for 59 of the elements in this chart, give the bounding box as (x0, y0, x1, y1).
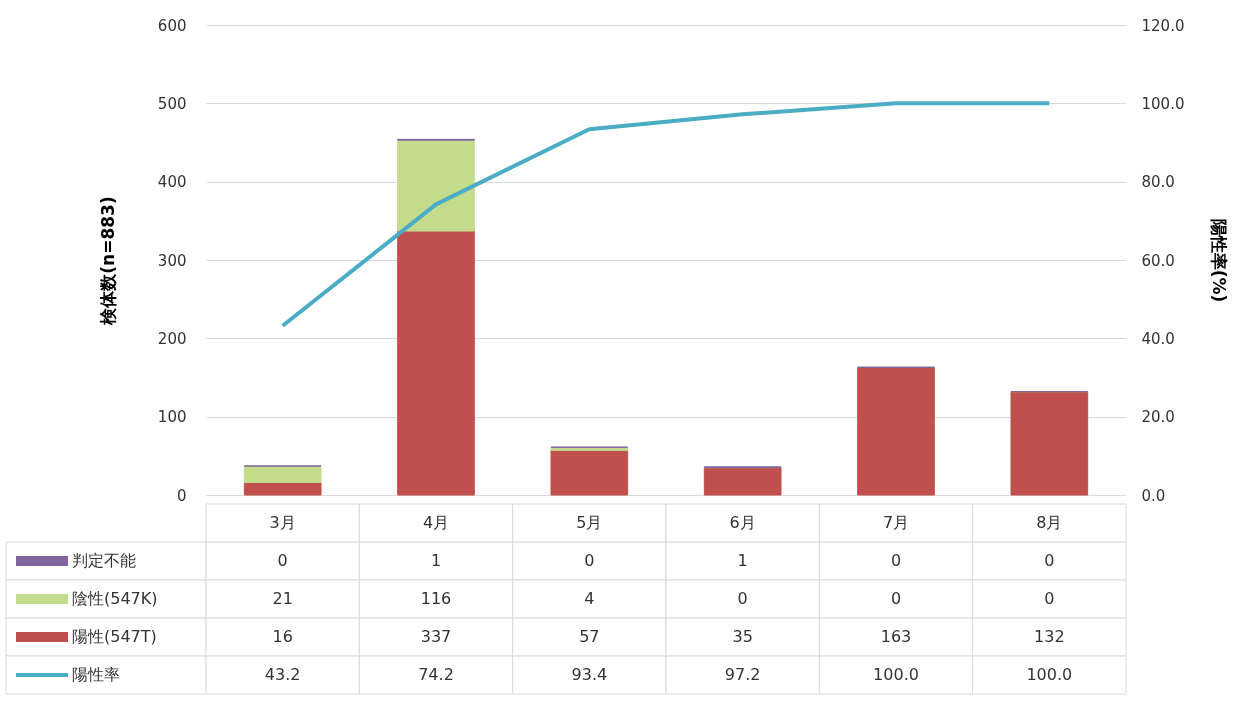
data-label: 0 (890, 589, 902, 608)
y2-tick-label: 100.0 (1141, 94, 1185, 113)
data-label: 0 (737, 589, 748, 608)
data-label: 43.2 (264, 665, 301, 684)
data-label: 97.2 (724, 665, 761, 684)
data-label: 0 (890, 551, 902, 570)
x-tick-label: 6月 (729, 513, 756, 532)
x-tick-label: 7月 (882, 513, 910, 532)
y2-tick-label: 20.0 (1141, 408, 1175, 427)
data-label: 0 (584, 551, 595, 570)
x-tick-label: 4月 (422, 513, 450, 532)
data-label: 132 (1034, 627, 1065, 646)
y-tick-label: 600 (157, 16, 187, 35)
data-label: 116 (420, 589, 452, 608)
y-tick-label: 0 (176, 486, 187, 505)
data-label: 74.2 (418, 665, 454, 684)
y-tick-label: 200 (157, 329, 187, 348)
y2-tick-label: 60.0 (1141, 251, 1175, 270)
data-label: 0 (1044, 551, 1055, 570)
data-label: 21 (272, 589, 293, 608)
y-tick-label: 400 (157, 173, 187, 192)
legend-label: 判定不能 (72, 551, 136, 570)
bar (397, 139, 475, 232)
y2-axis-title: 陽性率(%) (1209, 218, 1230, 303)
legend-label: 陰性(547K) (72, 589, 158, 608)
data-label: 4 (584, 589, 595, 608)
data-label: 0 (1044, 589, 1055, 608)
x-tick-label: 3月 (269, 513, 296, 532)
data-label: 100.0 (1026, 665, 1073, 684)
bar (243, 481, 322, 496)
y2-tick-label: 0.0 (1141, 486, 1166, 505)
y2-tick-label: 80.0 (1141, 173, 1175, 192)
x-tick-label: 5月 (576, 513, 603, 532)
bar (857, 366, 935, 496)
y2-tick-label: 120.0 (1141, 16, 1185, 35)
data-label: 1 (430, 551, 442, 570)
data-label: 337 (420, 627, 452, 646)
bar (397, 230, 475, 496)
y-tick-label: 500 (157, 94, 187, 113)
x-tick-label: 8月 (1036, 513, 1063, 532)
data-label: 93.4 (571, 665, 608, 684)
line-series (280, 101, 1052, 328)
bar (550, 449, 629, 496)
y2-tick-label: 40.0 (1141, 329, 1175, 348)
data-label: 100.0 (873, 665, 919, 684)
bar (1010, 391, 1089, 496)
data-label: 57 (579, 627, 600, 646)
y-tick-label: 100 (157, 408, 187, 427)
data-label: 0 (277, 551, 288, 570)
data-label: 35 (732, 627, 753, 646)
legend-label: 陽性(547T) (72, 627, 157, 646)
y-tick-label: 300 (157, 251, 187, 270)
legend-label: 陽性率 (72, 665, 120, 684)
data-label: 1 (737, 551, 748, 570)
bar (243, 465, 322, 483)
data-label: 16 (272, 627, 293, 646)
y-axis-title: 検体数(n=883) (97, 196, 118, 326)
data-label: 163 (880, 627, 912, 646)
bar (703, 467, 782, 496)
